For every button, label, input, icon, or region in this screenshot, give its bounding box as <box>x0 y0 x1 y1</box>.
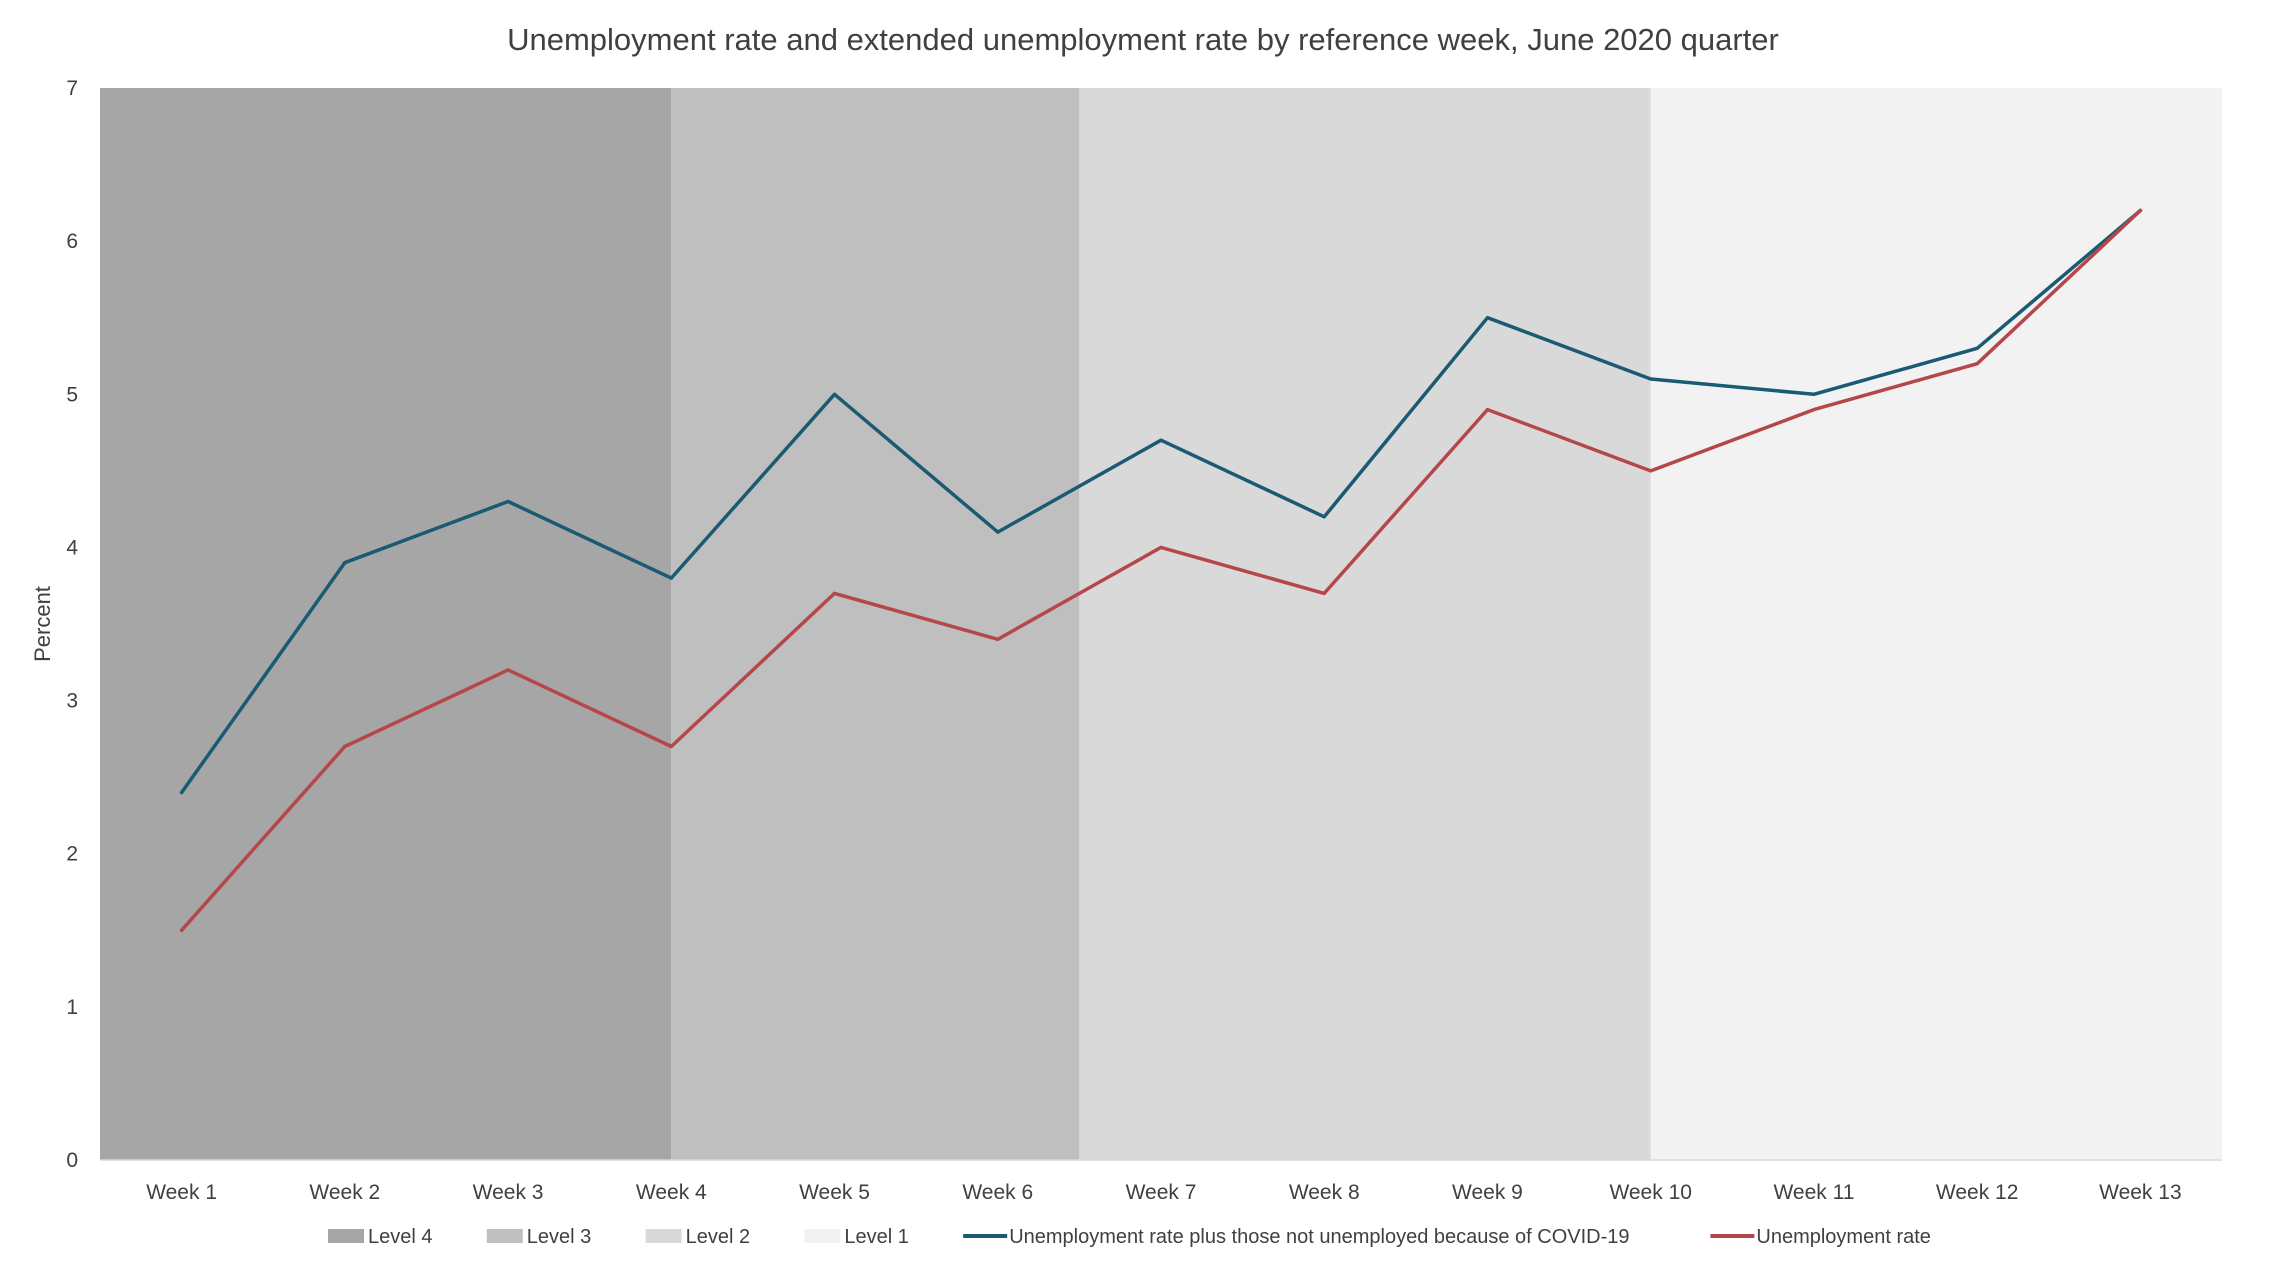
y-tick-label: 1 <box>66 996 78 1019</box>
legend-swatch <box>804 1229 841 1243</box>
data-point <box>1485 408 1490 412</box>
series-group <box>179 208 2143 933</box>
legend-item: Unemployment rate plus those not unemplo… <box>963 1226 1630 1248</box>
x-tick-label: Week 12 <box>1936 1181 2019 1204</box>
legend-label: Level 2 <box>686 1226 751 1248</box>
x-tick-label: Week 4 <box>636 1181 707 1204</box>
x-tick-label: Week 3 <box>473 1181 544 1204</box>
y-tick-label: 7 <box>66 77 78 100</box>
data-point <box>1322 591 1326 595</box>
data-point <box>343 561 347 565</box>
legend-label: Level 3 <box>527 1226 592 1248</box>
band-level-4 <box>100 88 672 1160</box>
data-point <box>669 744 673 749</box>
x-tick-label: Week 13 <box>2099 1181 2182 1204</box>
data-point <box>506 499 510 504</box>
legend-item: Level 3 <box>486 1226 592 1248</box>
legend-item: Level 4 <box>328 1226 433 1248</box>
y-tick-label: 3 <box>66 690 78 713</box>
legend-label: Unemployment rate plus those not unemplo… <box>1009 1226 1629 1248</box>
data-point <box>1812 392 1816 396</box>
legend-label: Level 1 <box>844 1226 909 1248</box>
data-point <box>1485 316 1490 320</box>
data-point <box>1159 438 1163 442</box>
data-point <box>506 668 510 672</box>
chart-title: Unemployment rate and extended unemploym… <box>507 22 1779 57</box>
legend-item: Level 2 <box>645 1226 751 1248</box>
data-point <box>180 928 184 932</box>
x-tick-label: Week 2 <box>309 1181 380 1204</box>
y-tick-label: 6 <box>66 230 78 253</box>
legend-item: Unemployment rate <box>1710 1226 1931 1248</box>
legend-item: Level 1 <box>804 1226 909 1248</box>
y-axis-label: Percent <box>30 586 55 662</box>
y-tick-label: 4 <box>66 536 78 559</box>
data-point <box>1649 469 1653 473</box>
y-tick-label: 5 <box>66 383 78 406</box>
data-point <box>832 392 837 396</box>
data-point <box>343 744 347 749</box>
data-point <box>832 591 837 595</box>
data-point <box>180 790 184 795</box>
y-tick-label: 0 <box>66 1149 78 1172</box>
x-tick-label: Week 5 <box>799 1181 870 1204</box>
data-point <box>1975 346 1979 350</box>
y-tick-label: 2 <box>66 843 78 866</box>
legend-swatch <box>645 1229 682 1243</box>
data-point <box>1975 362 1979 366</box>
data-point <box>2138 208 2142 213</box>
x-tick-label: Week 11 <box>1773 1181 1854 1204</box>
data-point <box>669 576 673 580</box>
x-tick-label: Week 1 <box>146 1181 217 1204</box>
band-level-2 <box>1079 88 1651 1160</box>
legend-label: Unemployment rate <box>1756 1226 1931 1248</box>
legend-swatch <box>486 1229 523 1243</box>
x-tick-label: Week 6 <box>962 1181 1033 1204</box>
x-tick-label: Week 10 <box>1609 1181 1692 1204</box>
axes: 0 1 2 3 4 5 6 7 Week 1 Week 2 Week 3 Week 4 Week 5 We… <box>30 77 2222 1204</box>
data-point <box>1649 377 1653 381</box>
x-tick-label: Week 9 <box>1452 1181 1523 1204</box>
data-point <box>1159 545 1163 550</box>
legend-label: Level 4 <box>368 1226 433 1248</box>
legend: Level 4 Level 3 Level 2 Level 1 Unemployment… <box>328 1226 1931 1248</box>
data-point <box>996 637 1000 641</box>
data-point <box>1812 408 1816 412</box>
band-level-1 <box>1650 88 2222 1160</box>
x-tick-label: Week 8 <box>1289 1181 1360 1204</box>
background-bands <box>100 88 2222 1160</box>
band-level-3 <box>671 88 1080 1160</box>
x-tick-label: Week 7 <box>1126 1181 1197 1204</box>
legend-swatch <box>328 1229 364 1243</box>
data-point <box>996 530 1000 534</box>
data-point <box>1322 515 1326 519</box>
